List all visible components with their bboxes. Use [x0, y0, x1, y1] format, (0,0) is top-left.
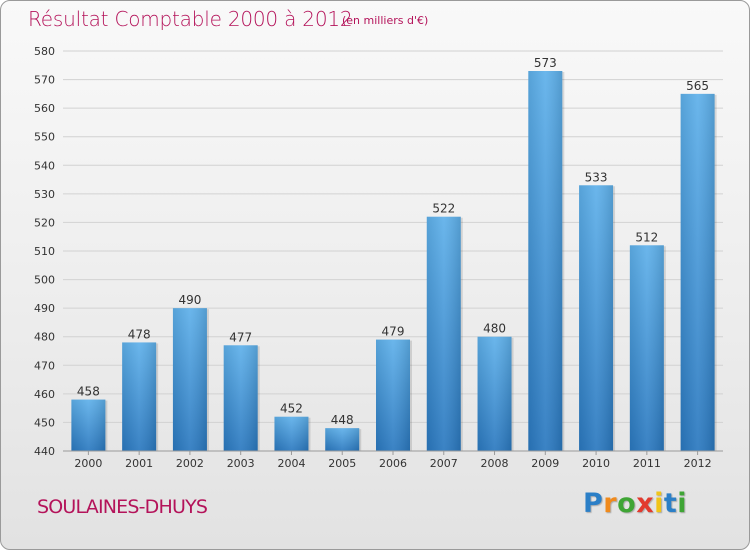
x-tick-label: 2012 — [684, 457, 712, 470]
logo-letter: t — [663, 488, 678, 519]
data-label: 565 — [686, 79, 709, 93]
y-tick-label: 570 — [34, 74, 55, 87]
y-tick-label: 450 — [34, 416, 55, 429]
x-tick-label: 2002 — [176, 457, 204, 470]
data-label: 480 — [483, 322, 506, 336]
chart-subtitle: (en milliers d'€) — [342, 14, 429, 27]
bar-highlight — [477, 336, 512, 451]
y-tick-label: 560 — [34, 102, 55, 115]
x-tick-label: 2003 — [227, 457, 255, 470]
data-label: 478 — [128, 327, 151, 341]
y-tick-label: 500 — [34, 274, 55, 287]
commune-name: SOULAINES-DHUYS — [37, 496, 208, 518]
x-tick-label: 2000 — [74, 457, 102, 470]
logo-letter: o — [617, 488, 637, 519]
y-tick-label: 580 — [34, 45, 55, 58]
y-tick-label: 470 — [34, 359, 55, 372]
bar-highlight — [426, 216, 461, 451]
bar-highlight — [325, 428, 360, 451]
x-tick-label: 2001 — [125, 457, 153, 470]
y-tick-label: 510 — [34, 245, 55, 258]
x-tick-label: 2004 — [277, 457, 305, 470]
logo-letter: P — [583, 488, 604, 519]
y-tick-label: 540 — [34, 159, 55, 172]
logo-letter: x — [636, 488, 655, 519]
data-label: 448 — [331, 413, 354, 427]
bar-highlight — [680, 93, 715, 451]
data-label: 512 — [635, 230, 658, 244]
x-tick-label: 2005 — [328, 457, 356, 470]
x-tick-label: 2007 — [430, 457, 458, 470]
x-tick-label: 2008 — [481, 457, 509, 470]
logo-letter: i — [677, 488, 688, 519]
data-label: 458 — [77, 385, 100, 399]
data-label: 452 — [280, 402, 303, 416]
data-label: 490 — [178, 293, 201, 307]
x-tick-label: 2010 — [582, 457, 610, 470]
y-tick-label: 520 — [34, 216, 55, 229]
bar-highlight — [223, 345, 258, 451]
x-tick-label: 2009 — [531, 457, 559, 470]
bar-highlight — [528, 71, 563, 451]
y-tick-label: 460 — [34, 388, 55, 401]
bar-highlight — [172, 308, 207, 451]
x-tick-label: 2006 — [379, 457, 407, 470]
bar-highlight — [71, 399, 106, 451]
y-tick-label: 490 — [34, 302, 55, 315]
bar-highlight — [122, 342, 157, 451]
x-tick-label: 2011 — [633, 457, 661, 470]
bar-highlight — [274, 416, 309, 451]
chart-title: Résultat Comptable 2000 à 2012 — [28, 7, 353, 31]
y-tick-label: 440 — [34, 445, 55, 458]
data-label: 533 — [585, 170, 608, 184]
y-tick-label: 550 — [34, 131, 55, 144]
bar-highlight — [376, 339, 410, 451]
logo-letter: r — [603, 488, 618, 519]
logo-letter: i — [654, 488, 664, 519]
data-label: 522 — [432, 202, 455, 216]
bar-highlight — [579, 185, 614, 452]
data-label: 477 — [229, 330, 252, 344]
data-label: 479 — [382, 325, 405, 339]
proxiti-logo: Proxiti — [583, 488, 687, 519]
y-tick-label: 480 — [34, 331, 55, 344]
y-tick-label: 530 — [34, 188, 55, 201]
data-label: 573 — [534, 56, 557, 70]
bar-highlight — [629, 245, 664, 451]
